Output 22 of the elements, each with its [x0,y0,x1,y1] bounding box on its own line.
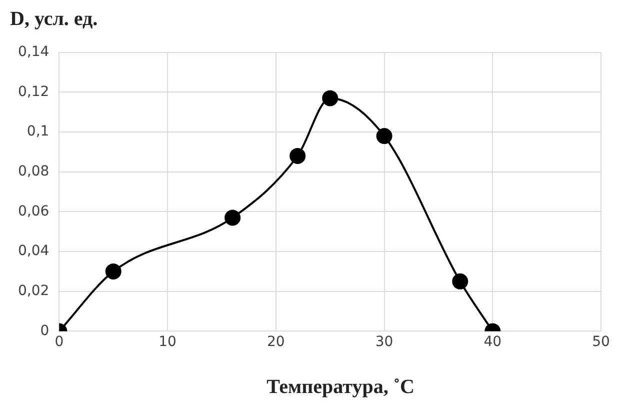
y-tick-label: 0,06 [18,203,50,220]
x-tick-label: 0 [54,334,64,350]
y-tick-label: 0,02 [18,283,50,300]
y-axis-title: D, усл. ед. [9,8,99,32]
point [322,90,338,106]
x-tick-label: 10 [158,334,176,350]
point [452,273,468,290]
point [224,210,241,226]
y-tick-label: 0,08 [18,164,50,180]
x-tick-label: 20 [266,334,285,350]
point [290,148,306,164]
y-tick-label: 0 [40,322,50,339]
point [376,128,392,144]
y-tick-label: 0,14 [18,44,50,60]
x-axis-title: Температура, ˚C [266,376,416,399]
y-tick-label: 0,1 [26,124,50,140]
x-tick-label: 50 [592,334,610,350]
x-tick-label: 30 [375,334,394,350]
x-tick-label: 40 [484,334,502,350]
y-tick-label: 0,04 [18,243,50,260]
y-tick-label: 0,12 [18,84,50,100]
point [105,263,122,280]
